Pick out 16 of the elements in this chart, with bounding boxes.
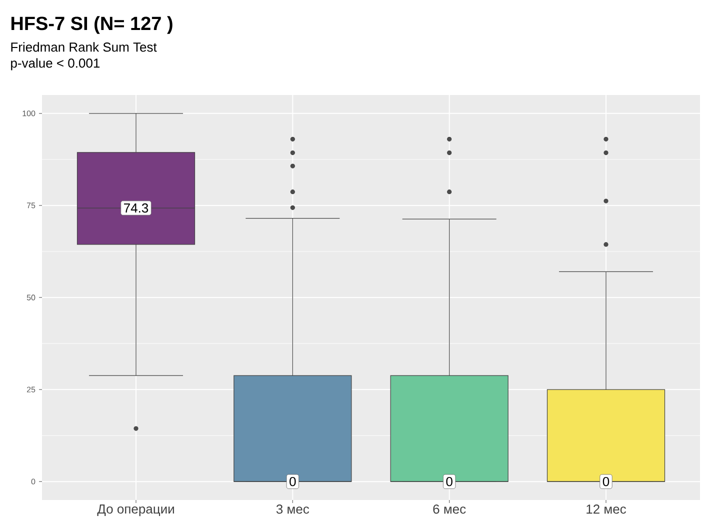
- text: p-value < 0.001: [11, 58, 100, 70]
- text: 0: [602, 476, 610, 486]
- y-tick-label: 75: [26, 202, 36, 208]
- y-tick-label: 100: [22, 110, 36, 116]
- text: 0: [290, 476, 296, 486]
- text: 0: [446, 476, 452, 486]
- x-tick-label: 6 мес: [433, 504, 466, 514]
- y-tick-label: 25: [26, 386, 36, 392]
- chart-title: HFS-7 SI (N= 127 ): [11, 16, 172, 34]
- chart-subtitle: Friedman Rank Sum Test: [11, 42, 157, 52]
- x-tick-label: 12 мес: [586, 504, 626, 514]
- x-tick-label: 3 мес: [276, 504, 310, 514]
- y-tick-label: 50: [26, 294, 36, 300]
- y-tick-label: 0: [31, 478, 36, 484]
- text: 74.3: [124, 203, 148, 213]
- x-tick-label: До операции: [97, 504, 174, 516]
